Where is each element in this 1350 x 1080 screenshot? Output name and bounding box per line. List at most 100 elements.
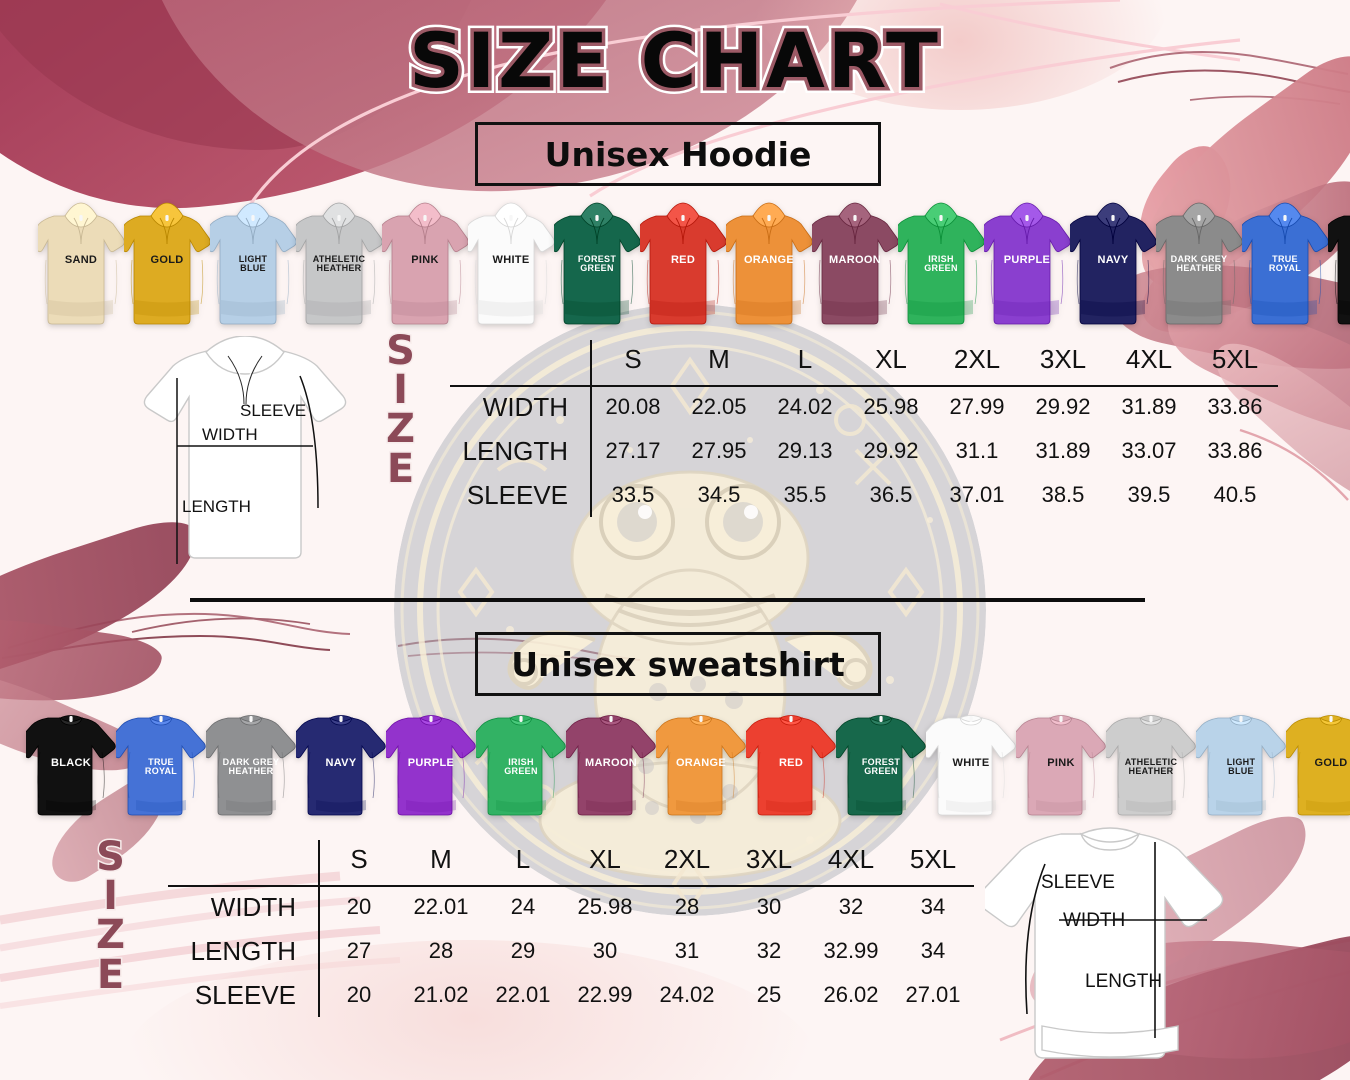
- hoodie-swatch-light-blue[interactable]: LIGHT BLUE: [210, 200, 296, 326]
- table-vertical-rule: [590, 340, 592, 517]
- section-divider: [190, 598, 1145, 602]
- measurement-cell: 25.98: [863, 394, 919, 419]
- hoodie-swatch-orange[interactable]: ORANGE: [726, 200, 812, 326]
- hoodie-swatch-maroon[interactable]: MAROON: [812, 200, 898, 326]
- measurement-row-label: LENGTH: [190, 935, 296, 966]
- table-row: LENGTH 27 28 29 30 31 32 32.99 34: [168, 929, 974, 973]
- hoodie-swatch-true-royal[interactable]: TRUE ROYAL: [1242, 200, 1328, 326]
- measurement-row-label: WIDTH: [210, 891, 296, 922]
- hoodie-swatch-gold[interactable]: GOLD: [124, 200, 210, 326]
- measurement-cell: 32.99: [823, 938, 879, 963]
- measurement-cell: 31: [674, 938, 700, 963]
- sweatshirt-swatch-purple[interactable]: PURPLE: [386, 708, 476, 820]
- size-letter-z: Z: [94, 912, 126, 959]
- measurement-cell: 33.86: [1207, 438, 1263, 463]
- measurement-cell: 38.5: [1041, 482, 1085, 507]
- measurement-cell: 29.92: [1035, 394, 1091, 419]
- hoodie-swatch-pink[interactable]: PINK: [382, 200, 468, 326]
- hoodie-swatch-sand[interactable]: SAND: [38, 200, 124, 326]
- sweatshirt-swatch-navy[interactable]: NAVY: [296, 708, 386, 820]
- size-letter-z: Z: [384, 406, 416, 453]
- size-column-header: XL: [589, 844, 621, 874]
- measurement-cell: 34: [920, 894, 946, 919]
- sweatshirt-swatch-gold[interactable]: GOLD: [1286, 708, 1350, 820]
- table-horizontal-rule: [168, 885, 974, 887]
- hoodie-swatch-forest-green[interactable]: FOREST GREEN: [554, 200, 640, 326]
- size-column-header: L: [797, 344, 813, 374]
- size-column-header: 2XL: [663, 844, 711, 874]
- measurement-row-label: LENGTH: [462, 435, 568, 466]
- hoodie-swatch-white[interactable]: WHITE: [468, 200, 554, 326]
- table-vertical-rule: [318, 840, 320, 1017]
- sweatshirt-swatch-orange[interactable]: ORANGE: [656, 708, 746, 820]
- page-title-outline-outer: SIZE CHART: [403, 10, 944, 111]
- measurement-row-label: SLEEVE: [194, 979, 296, 1010]
- page-title: SIZE CHART SIZE CHART SIZE CHART: [0, 8, 1350, 111]
- measurement-cell: 21.02: [413, 982, 469, 1007]
- hoodie-diagram-length-label: LENGTH: [182, 497, 251, 516]
- size-letter-e: E: [385, 445, 415, 492]
- hoodie-swatch-navy[interactable]: NAVY: [1070, 200, 1156, 326]
- table-row: WIDTH 20.08 22.05 24.02 25.98 27.99 29.92 31.89…: [450, 385, 1278, 429]
- sweatshirt-swatch-maroon[interactable]: MAROON: [566, 708, 656, 820]
- sweatshirt-swatch-black[interactable]: BLACK: [26, 708, 116, 820]
- hoodie-diagram-width-label: WIDTH: [202, 425, 258, 444]
- measurement-cell: 27: [346, 938, 372, 963]
- measurement-cell: 35.5: [783, 482, 827, 507]
- sweatshirt-swatch-forest-green[interactable]: FOREST GREEN: [836, 708, 926, 820]
- measurement-cell: 27.17: [605, 438, 661, 463]
- sweatshirt-swatch-atheletic-heather[interactable]: ATHELETIC HEATHER: [1106, 708, 1196, 820]
- sweatshirt-color-swatch-row: BLACK TRUE ROYAL DARK GREY HEATHER NAVY …: [26, 694, 1350, 820]
- measurement-cell: 31.89: [1035, 438, 1091, 463]
- size-column-header: L: [515, 844, 531, 874]
- section-heading-hoodie: Unisex Hoodie: [475, 122, 881, 186]
- size-column-header: S: [350, 844, 368, 874]
- section-heading-sweatshirt: Unisex sweatshirt: [475, 632, 881, 696]
- sweatshirt-swatch-true-royal[interactable]: TRUE ROYAL: [116, 708, 206, 820]
- measurement-cell: 25.98: [577, 894, 633, 919]
- size-letter-s: S: [95, 834, 127, 880]
- measurement-cell: 27.01: [905, 982, 961, 1007]
- hoodie-swatch-black[interactable]: BLACK: [1328, 200, 1350, 326]
- sweatshirt-diagram-sleeve-label: SLEEVE: [1041, 872, 1115, 893]
- size-column-header: M: [430, 844, 452, 874]
- measurement-cell: 25: [756, 982, 782, 1007]
- hoodie-swatch-atheletic-heather[interactable]: ATHELETIC HEATHER: [296, 200, 382, 326]
- hoodie-swatch-irish-green[interactable]: IRISH GREEN: [898, 200, 984, 326]
- hoodie-swatch-purple[interactable]: PURPLE: [984, 200, 1070, 326]
- size-column-header: 4XL: [827, 844, 875, 874]
- page-title-text: SIZE CHART: [409, 16, 941, 105]
- page-title-outline-inner: SIZE CHART: [406, 13, 942, 109]
- measurement-cell: 40.5: [1213, 482, 1257, 507]
- sweatshirt-swatch-red[interactable]: RED: [746, 708, 836, 820]
- sweatshirt-swatch-dark-grey-heather[interactable]: DARK GREY HEATHER: [206, 708, 296, 820]
- measurement-cell: 33.86: [1207, 394, 1263, 419]
- measurement-row-label: SLEEVE: [466, 479, 568, 510]
- measurement-cell: 22.05: [691, 394, 747, 419]
- hoodie-swatch-red[interactable]: RED: [640, 200, 726, 326]
- size-column-header: 3XL: [1039, 344, 1087, 374]
- measurement-cell: 36.5: [869, 482, 913, 507]
- hoodie-color-swatch-row: SAND GOLD LIGHT BLUE ATHELETIC HEATHER: [38, 196, 1350, 326]
- measurement-cell: 30: [756, 894, 782, 919]
- size-column-header: M: [708, 344, 730, 374]
- sweatshirt-swatch-white[interactable]: WHITE: [926, 708, 1016, 820]
- table-row: SLEEVE 33.5 34.5 35.5 36.5 37.01 38.5 39.5 40.5: [450, 473, 1278, 517]
- size-letter-s: S: [385, 328, 417, 374]
- hoodie-measurements-table: S M L XL 2XL 3XL 4XL 5XL WIDTH 20.08 22.05 24.02 25.…: [450, 340, 1278, 517]
- measurement-cell: 32: [756, 938, 782, 963]
- hoodie-diagram-sleeve-label: SLEEVE: [240, 401, 306, 420]
- hoodie-swatch-dark-grey-heather[interactable]: DARK GREY HEATHER: [1156, 200, 1242, 326]
- measurement-cell: 28: [428, 938, 454, 963]
- measurement-cell: 31.1: [955, 438, 999, 463]
- sweatshirt-measurement-diagram: SLEEVE WIDTH LENGTH: [976, 812, 1235, 1070]
- measurement-cell: 24.02: [777, 394, 833, 419]
- table-corner-cell: [168, 840, 318, 885]
- table-horizontal-rule: [450, 385, 1278, 387]
- sweatshirt-swatch-pink[interactable]: PINK: [1016, 708, 1106, 820]
- sweatshirt-swatch-irish-green[interactable]: IRISH GREEN: [476, 708, 566, 820]
- sweatshirt-swatch-light-blue[interactable]: LIGHT BLUE: [1196, 708, 1286, 820]
- table-row: LENGTH 27.17 27.95 29.13 29.92 31.1 31.89 33.07…: [450, 429, 1278, 473]
- measurement-cell: 27.99: [949, 394, 1005, 419]
